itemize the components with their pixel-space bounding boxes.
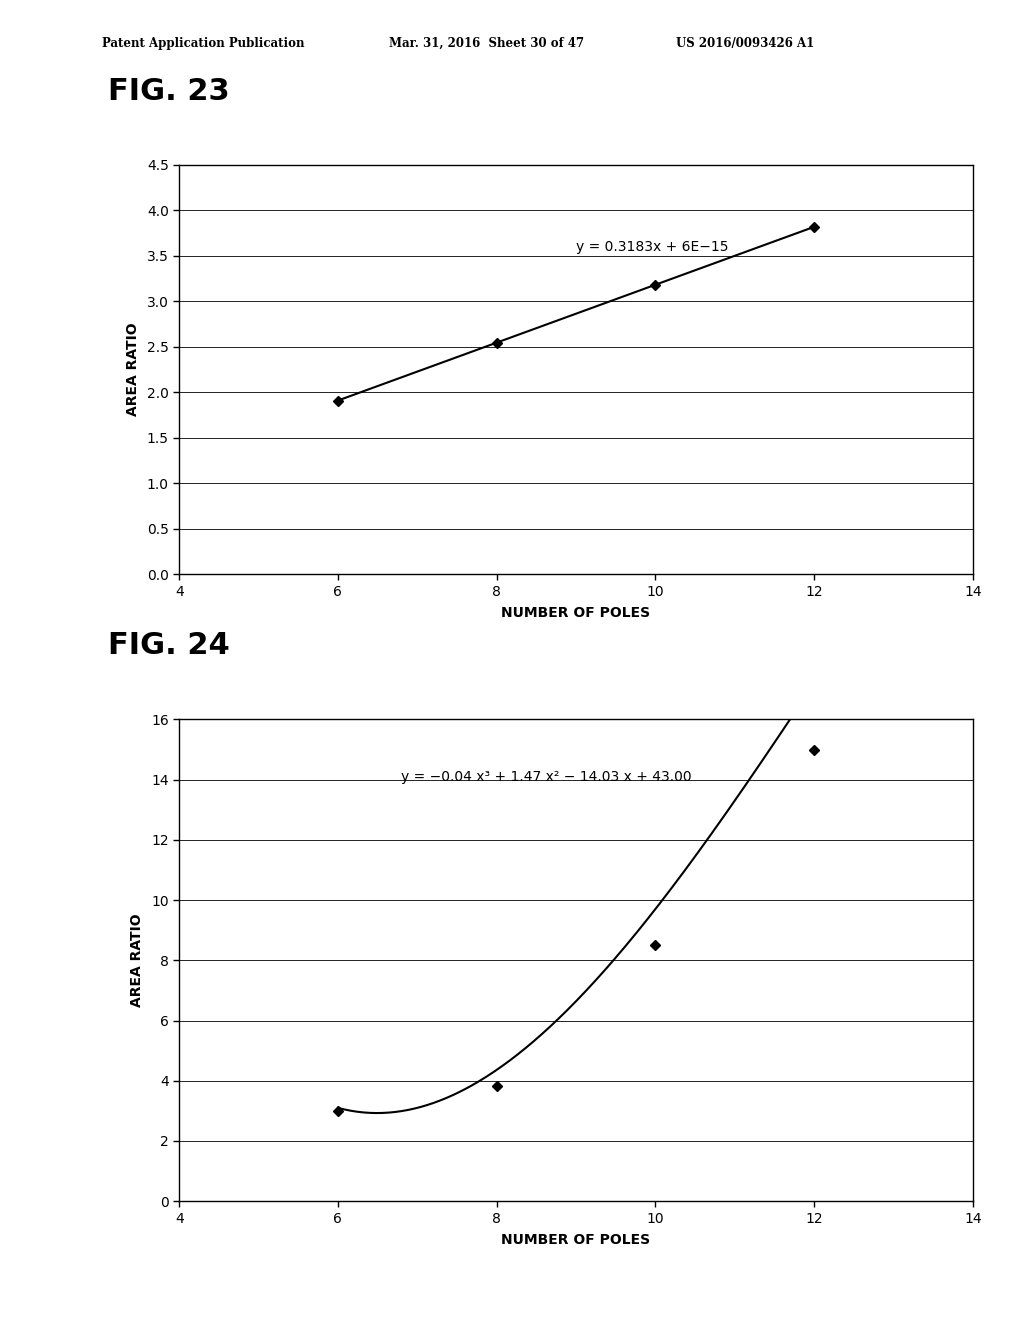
Y-axis label: AREA RATIO: AREA RATIO — [130, 913, 144, 1007]
Text: FIG. 23: FIG. 23 — [108, 77, 229, 106]
Text: y = 0.3183x + 6E−15: y = 0.3183x + 6E−15 — [575, 240, 728, 253]
Text: US 2016/0093426 A1: US 2016/0093426 A1 — [676, 37, 814, 50]
X-axis label: NUMBER OF POLES: NUMBER OF POLES — [502, 606, 650, 619]
Y-axis label: AREA RATIO: AREA RATIO — [126, 323, 140, 416]
Text: Patent Application Publication: Patent Application Publication — [102, 37, 305, 50]
Text: y = −0.04 x³ + 1.47 x² − 14.03 x + 43.00: y = −0.04 x³ + 1.47 x² − 14.03 x + 43.00 — [401, 770, 692, 784]
Text: FIG. 24: FIG. 24 — [108, 631, 229, 660]
Text: Mar. 31, 2016  Sheet 30 of 47: Mar. 31, 2016 Sheet 30 of 47 — [389, 37, 585, 50]
X-axis label: NUMBER OF POLES: NUMBER OF POLES — [502, 1233, 650, 1246]
